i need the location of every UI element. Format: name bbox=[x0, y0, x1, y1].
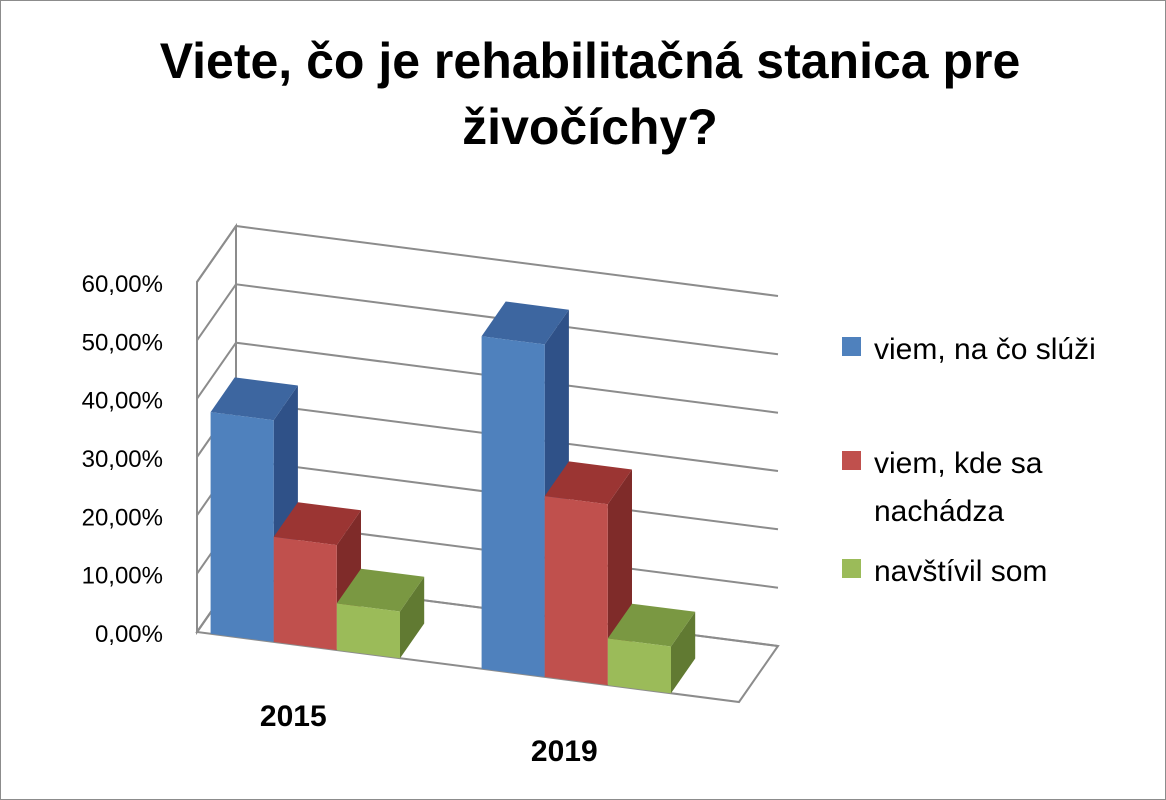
y-tick-label: 50,00% bbox=[82, 329, 163, 356]
bar-top-2019-series-2 bbox=[544, 461, 632, 505]
bar-top-2019-series-1 bbox=[481, 301, 569, 345]
bar-2019-series-3 bbox=[607, 638, 671, 694]
bar-2015-series-3 bbox=[336, 603, 400, 659]
bar-2019-series-1 bbox=[481, 336, 545, 677]
bar-2019-series-2 bbox=[544, 496, 608, 686]
bar-top-2015-series-1 bbox=[210, 377, 298, 421]
bar-top-2019-series-3 bbox=[607, 603, 696, 647]
legend-item-viem-na-co-sluzi: viem, na čo slúži bbox=[842, 326, 1166, 374]
legend-label-series-1: viem, na čo slúži bbox=[874, 333, 1096, 366]
legend-swatch-series-1 bbox=[842, 337, 861, 356]
bar-side-2019-series-3 bbox=[671, 611, 696, 694]
chart-title: Viete, čo je rehabilitačná stanica pre ž… bbox=[90, 28, 1090, 160]
legend-swatch-series-2 bbox=[842, 451, 861, 470]
y-tick-label: 40,00% bbox=[82, 388, 163, 415]
bar-side-2015-series-3 bbox=[400, 576, 425, 659]
legend-item-viem-kde-sa-nachadza: viem, kde sa nachádza bbox=[842, 440, 1084, 536]
bar-top-2015-series-2 bbox=[273, 502, 361, 546]
x-tick-label-2019: 2019 bbox=[531, 735, 598, 768]
bar-2015-series-1 bbox=[210, 412, 274, 642]
y-tick-label: 20,00% bbox=[82, 504, 163, 531]
legend-swatch-series-3 bbox=[842, 559, 861, 578]
y-tick-label: 30,00% bbox=[82, 446, 163, 473]
y-tick-label: 10,00% bbox=[82, 563, 163, 590]
bar-top-2015-series-3 bbox=[336, 568, 425, 612]
bar-2015-series-2 bbox=[273, 536, 337, 651]
chart-title-line-1: Viete, čo je rehabilitačná stanica pre bbox=[159, 33, 1021, 89]
x-tick-label-2015: 2015 bbox=[260, 700, 327, 733]
legend-label-series-3: navštívil som bbox=[874, 555, 1048, 588]
chart-title-line-2: živočíchy? bbox=[462, 99, 718, 155]
legend-item-navstivil-som: navštívil som bbox=[842, 548, 1166, 596]
y-tick-label: 0,00% bbox=[95, 621, 163, 648]
gridline bbox=[196, 224, 779, 297]
y-tick-label: 60,00% bbox=[82, 271, 163, 298]
legend-label-series-2: viem, kde sa nachádza bbox=[874, 447, 1043, 528]
